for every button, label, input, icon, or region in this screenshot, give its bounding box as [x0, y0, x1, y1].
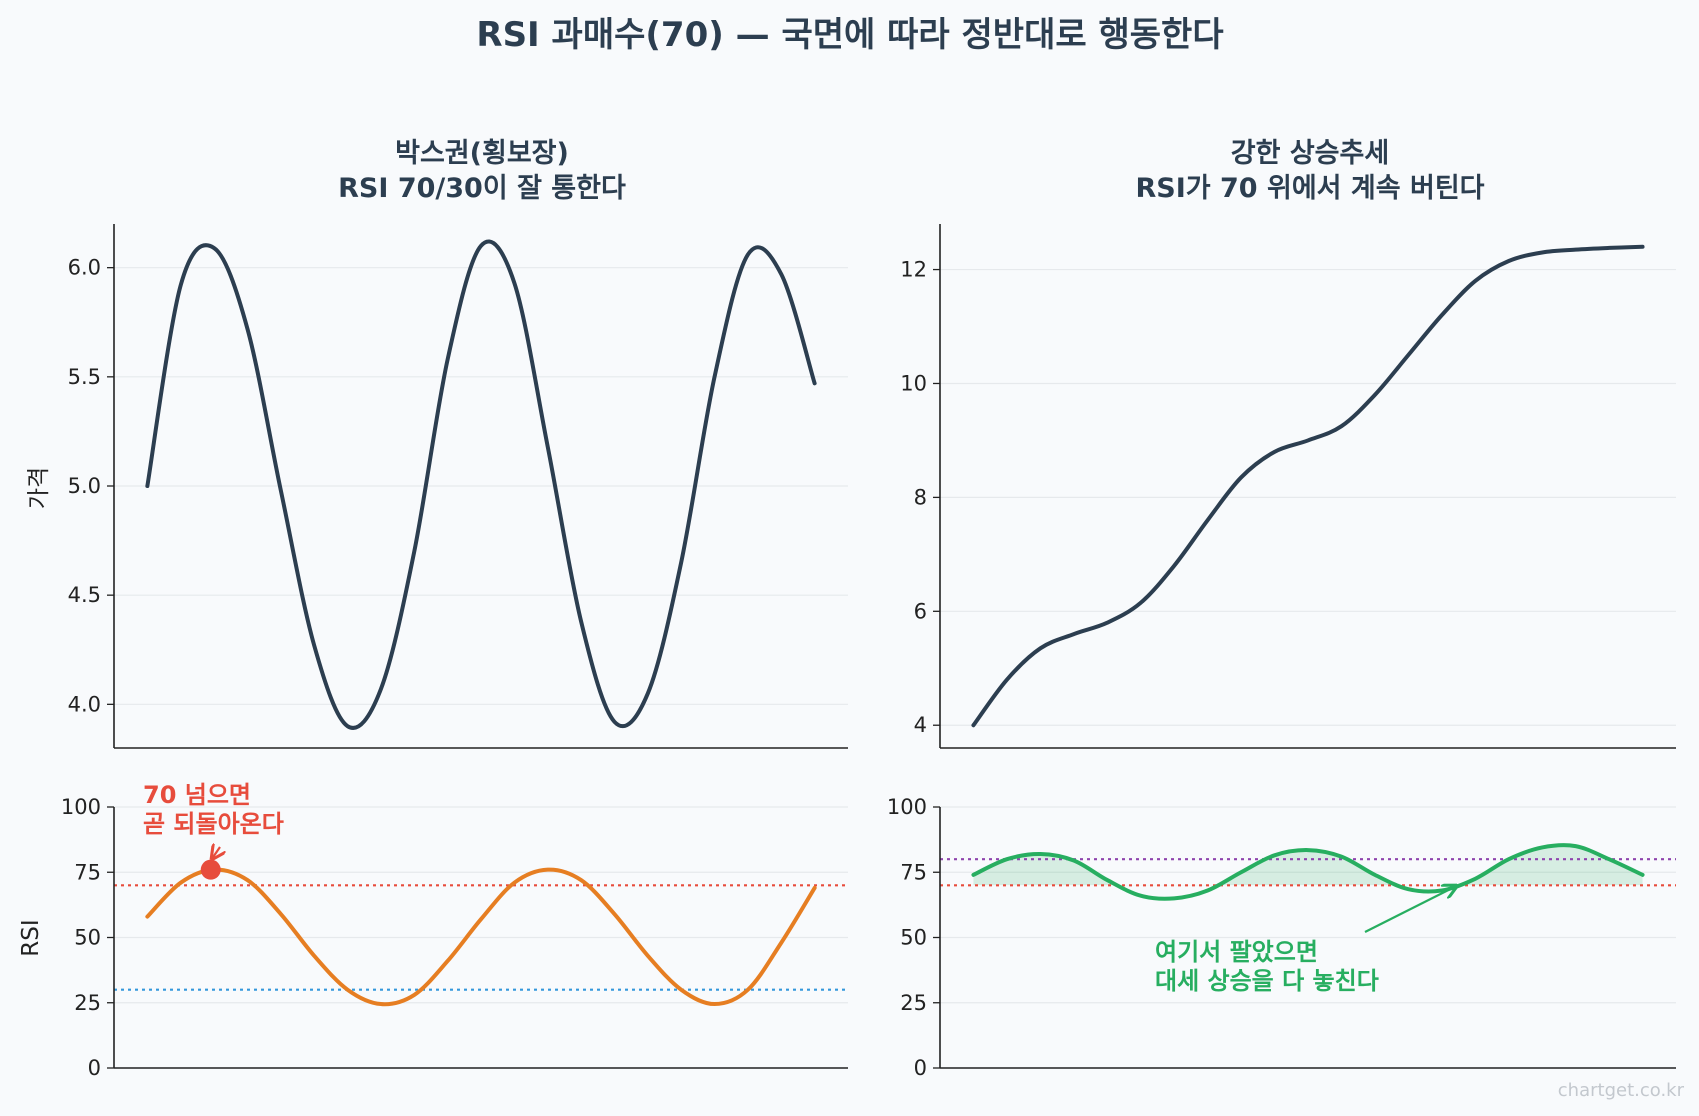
trend_rsi-plot: 0 25 50 75 100 — [887, 795, 1676, 1080]
range_rsi-ytick-label: 75 — [74, 860, 101, 884]
range_rsi-series-line — [145, 867, 817, 1007]
range_price-series-line — [145, 239, 817, 730]
range-rsi-ylabel: RSI — [18, 919, 44, 956]
trend_rsi-ytick-label: 100 — [887, 795, 927, 819]
trend_price-ytick-label: 12 — [900, 258, 927, 282]
range_rsi-ytick-label: 50 — [74, 926, 101, 950]
range_rsi-ytick-label: 0 — [88, 1056, 101, 1080]
range_price-ytick-label: 5.5 — [68, 365, 101, 389]
range_price-plot: 4.0 4.5 5.0 5.5 6.0 — [68, 224, 848, 749]
trend_price-ytick-label: 4 — [914, 713, 927, 737]
range-panel-title-line2: RSI 70/30이 잘 통한다 — [338, 173, 626, 204]
figure-title: RSI 과매수(70) — 국면에 따라 정반대로 행동한다 — [476, 15, 1223, 55]
trend_rsi-ytick-label: 75 — [900, 860, 927, 884]
range_price-ytick-label: 4.0 — [68, 692, 101, 716]
range_rsi-ytick-label: 25 — [74, 991, 101, 1015]
trend-panel-title-line2: RSI가 70 위에서 계속 버틴다 — [1135, 173, 1484, 204]
range-price-ylabel: 가격 — [26, 467, 52, 509]
trend_rsi-fill-area — [973, 845, 1643, 886]
range-panel-title-line1: 박스권(횡보장) — [395, 138, 569, 169]
trend-rsi-annotation-line2: 대세 상승을 다 놓친다 — [1155, 967, 1379, 995]
trend-panel-title-line1: 강한 상승추세 — [1231, 138, 1389, 169]
trend_price-ytick-label: 8 — [914, 485, 927, 509]
range-rsi-annotation-line1: 70 넘으면 — [143, 781, 251, 809]
trend-rsi-annotation-line1: 여기서 팔았으면 — [1155, 938, 1318, 966]
range_rsi-highlight-point — [200, 859, 221, 880]
range_rsi-ytick-label: 100 — [61, 795, 101, 819]
trend_price-series-line — [971, 244, 1645, 728]
range_rsi-plot: 0 25 50 75 100 — [61, 795, 848, 1080]
range_price-ytick-label: 6.0 — [68, 256, 101, 280]
range-rsi-annotation-arrow — [213, 847, 220, 858]
range_price-ytick-label: 5.0 — [68, 474, 101, 498]
watermark: chartget.co.kr — [1558, 1080, 1685, 1101]
trend_price-ytick-label: 6 — [914, 599, 927, 623]
trend_rsi-ytick-label: 50 — [900, 926, 927, 950]
trend_rsi-ytick-label: 25 — [900, 991, 927, 1015]
trend-rsi-annotation-arrow — [1364, 887, 1455, 933]
range-rsi-annotation-line2: 곧 되돌아온다 — [143, 810, 284, 838]
trend_rsi-ytick-label: 0 — [914, 1056, 927, 1080]
range_price-ytick-label: 4.5 — [68, 583, 101, 607]
trend_price-ytick-label: 10 — [900, 371, 927, 395]
trend_price-plot: 4 6 8 10 12 — [900, 224, 1676, 749]
trend_rsi-series-line — [971, 843, 1645, 901]
